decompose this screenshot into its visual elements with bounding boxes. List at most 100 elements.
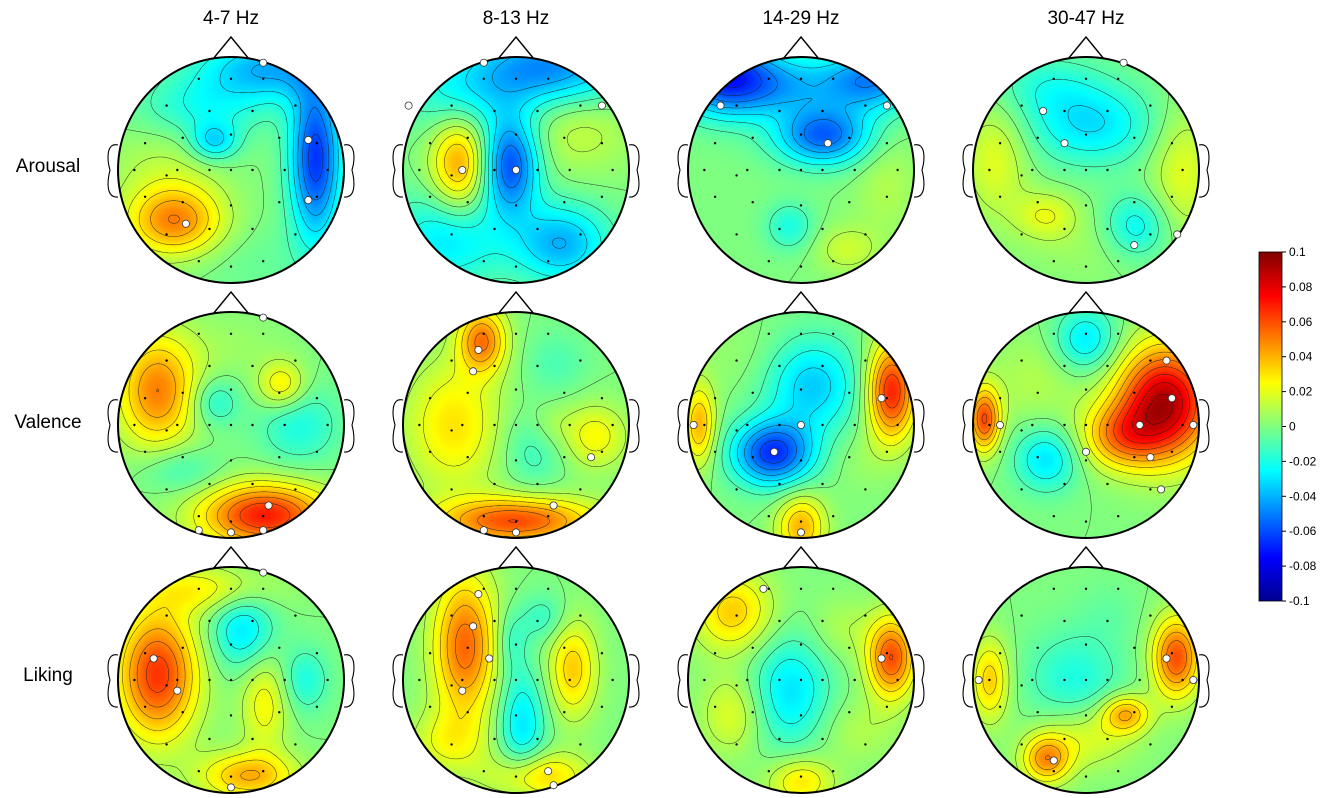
electrode-dot (536, 678, 539, 682)
electrode-dot (832, 587, 835, 590)
head-outline (402, 56, 630, 284)
electrode-dot (229, 388, 233, 391)
electrode-dot (600, 195, 604, 198)
contour-lines (403, 57, 629, 283)
electrode-dot (1170, 450, 1174, 453)
electrode-dot (896, 168, 899, 172)
electrode-dot (197, 515, 200, 518)
electrode-dot (326, 168, 329, 172)
electrode-dot (799, 77, 803, 81)
head-outline (972, 56, 1200, 284)
electrode-dot (208, 423, 211, 427)
electrode-dot (1036, 391, 1039, 394)
electrode-dot (600, 652, 604, 655)
right-ear-icon (1198, 144, 1210, 198)
electrode-dot (536, 168, 539, 172)
electrode-dot (428, 142, 432, 145)
electrode-dot (262, 77, 265, 81)
electrode-dot (832, 260, 835, 263)
electrode-dot (229, 423, 233, 427)
electrode-dot (547, 260, 550, 263)
electrode-dot (767, 515, 770, 518)
electrode-dot (514, 204, 518, 207)
electrode-dot (143, 450, 147, 453)
right-ear-icon (343, 144, 355, 198)
significant-electrode-marker (587, 453, 596, 462)
electrode-dot (600, 142, 604, 145)
significant-electrode-marker (1189, 676, 1198, 685)
nose-icon (782, 545, 820, 570)
electrode-dot (799, 332, 803, 335)
electrode-dot (1084, 332, 1088, 335)
nose-icon (1067, 545, 1105, 570)
nose-icon (497, 35, 535, 60)
significant-electrode-marker (458, 686, 467, 695)
electrode-dot (229, 332, 233, 335)
electrode-dot (853, 678, 856, 682)
electrode-dot (1031, 168, 1034, 172)
electrode-dot (493, 227, 496, 231)
electrode-dot (493, 482, 496, 486)
left-ear-icon (962, 399, 974, 453)
electrode-dot (611, 678, 614, 682)
electrode-dot (294, 104, 297, 107)
electrode-dot (229, 168, 233, 172)
significant-electrode-marker (823, 139, 832, 148)
significant-electrode-marker (597, 101, 606, 110)
electrode-dot (482, 260, 485, 263)
electrode-dot (165, 614, 168, 617)
significant-electrode-marker (1135, 420, 1144, 429)
colorbar-tick-label: 0.06 (1289, 315, 1313, 329)
electrode-dot (1063, 109, 1066, 113)
significant-electrode-marker (404, 101, 413, 110)
electrode-dot (735, 174, 738, 177)
electrode-dot (1181, 168, 1184, 172)
electrode-dot (1117, 77, 1120, 81)
electrode-dot (428, 450, 432, 453)
electrode-dot (1106, 482, 1109, 486)
electrode-dot (832, 515, 835, 518)
electrode-dot (563, 456, 566, 459)
electrode-dot (283, 168, 286, 172)
electrode-dot (735, 488, 738, 491)
electrode-dot (1170, 652, 1174, 655)
electrode-dot (466, 456, 469, 459)
electrode-dot (143, 195, 147, 198)
electrode-dot (428, 195, 432, 198)
left-ear-icon (962, 654, 974, 708)
head-outline (402, 311, 630, 539)
electrode-dot (514, 77, 518, 81)
electrode-dot (1138, 168, 1141, 172)
electrode-dot (778, 737, 781, 741)
significant-electrode-marker (1157, 485, 1166, 494)
electrode-dot (1084, 775, 1088, 778)
head-outline (687, 566, 915, 794)
left-ear-icon (392, 399, 404, 453)
significant-electrode-marker (458, 165, 467, 174)
electrode-dot (133, 168, 136, 172)
electrode-dot (283, 423, 286, 427)
electrode-dot (450, 684, 453, 687)
electrode-dot (1063, 364, 1066, 368)
electrode-dot (579, 359, 582, 362)
right-ear-icon (628, 144, 640, 198)
colorbar-tick-label: -0.06 (1289, 524, 1317, 538)
topomap-valence-14-29hz (677, 290, 925, 539)
electrode-dot (778, 364, 781, 368)
electrode-dot (229, 643, 233, 646)
column-label-14-29hz: 14-29 Hz (762, 8, 839, 29)
electrode-dot (713, 705, 717, 708)
electrode-dot (1106, 109, 1109, 113)
electrode-dot (821, 619, 824, 623)
electrode-dot (1106, 678, 1109, 682)
electrode-dot (294, 743, 297, 746)
electrode-dot (514, 678, 518, 682)
contour-lines (973, 312, 1199, 538)
electrode-dot (294, 233, 297, 236)
electrode-dot (176, 423, 179, 427)
row-label-arousal: Arousal (16, 156, 80, 177)
electrode-dot (514, 423, 518, 427)
electrode-dot (885, 142, 889, 145)
topomap-valence-8-13hz (392, 290, 640, 539)
electrode-dot (778, 482, 781, 486)
